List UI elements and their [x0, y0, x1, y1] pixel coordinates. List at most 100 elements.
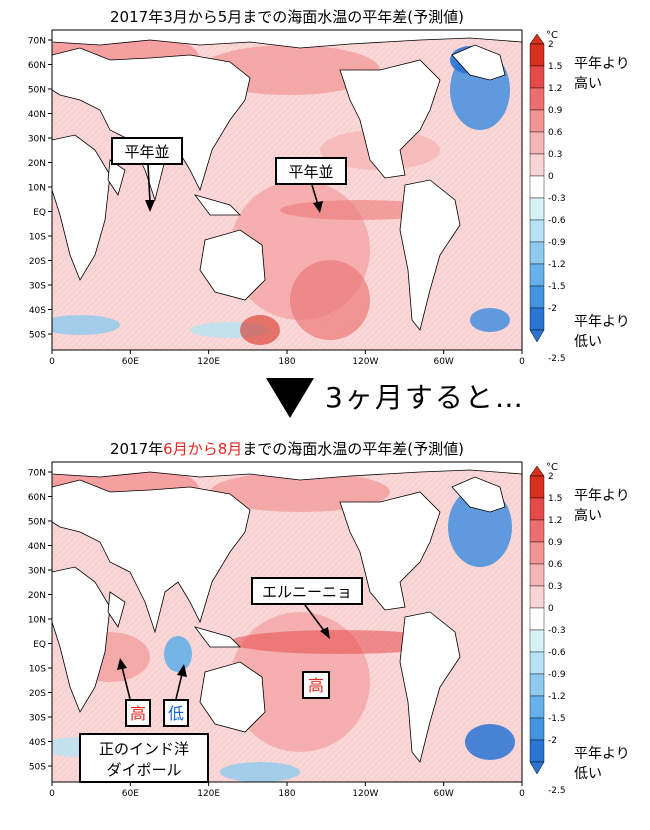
legend-swatch	[529, 673, 545, 697]
lon-tick-label: 120E	[197, 789, 220, 799]
bottom-lat-axis: 70N 60N 50N 40N 30N 20N 10N EQ 10S 20S 30S 40S 50S	[28, 469, 52, 773]
legend-swatch	[529, 651, 545, 675]
bottom-legend: °C2 1.5 1.2 0.9 0.6 0.3 0 -0.3 -0.6 -0.9 -1.2 -1.5 -…	[529, 462, 630, 796]
legend-unit: °C	[546, 462, 558, 473]
bottom-sst-field	[52, 462, 522, 782]
legend-tick-label: -1.5	[548, 714, 566, 724]
lat-tick-label: 40N	[28, 110, 46, 120]
legend-swatch	[529, 585, 545, 609]
lon-tick-label: 180	[278, 357, 295, 367]
top-annot-normal-b: 平年並	[275, 157, 347, 213]
transition-row: 3ヶ月すると…	[0, 372, 650, 422]
svg-text:エルニーニョ: エルニーニョ	[262, 583, 352, 601]
legend-tick-label: -0.6	[548, 216, 566, 226]
legend-tick-label: 0	[548, 604, 554, 614]
legend-high-label-1: 平年より	[574, 488, 630, 504]
lon-tick-label: 0	[49, 789, 55, 799]
lat-tick-label: 70N	[28, 469, 46, 479]
lat-tick-label: 40S	[29, 306, 46, 316]
lat-tick-label: 10S	[29, 665, 46, 675]
legend-tick-label: -1.2	[548, 260, 566, 270]
bottom-map-figure: 70N 60N 50N 40N 30N 20N 10N EQ 10S 20S 30S 40S 50S 0…	[28, 461, 630, 799]
legend-high-label-2: 高い	[574, 75, 602, 92]
legend-swatch	[529, 263, 545, 287]
svg-text:平年並: 平年並	[124, 143, 169, 161]
lon-tick-label: 60W	[433, 357, 453, 367]
down-arrow-icon	[266, 378, 314, 418]
lat-tick-label: 10N	[28, 616, 46, 626]
svg-text:平年並: 平年並	[288, 163, 333, 181]
legend-swatch	[529, 541, 545, 565]
bottom-annot-elnino: エルニーニョ	[251, 577, 363, 639]
legend-swatch	[529, 285, 545, 309]
legend-high-label-1: 平年より	[574, 56, 630, 72]
top-sst-field	[52, 30, 522, 350]
lat-tick-label: 40N	[28, 542, 46, 552]
legend-tick-label: 1.2	[548, 516, 562, 526]
bottom-annot-iod: 正のインド洋 ダイポール	[79, 733, 209, 783]
legend-tick-label: -2.5	[548, 354, 566, 364]
legend-swatch	[529, 519, 545, 543]
legend-swatch	[529, 109, 545, 133]
legend-swatch	[529, 717, 545, 741]
legend-tick-label: -0.6	[548, 648, 566, 658]
lon-tick-label: 120W	[352, 789, 378, 799]
legend-cap-top	[529, 465, 545, 477]
legend-tick-label: -1.2	[548, 692, 566, 702]
legend-tick-label: -2	[548, 304, 557, 314]
bottom-landmasses	[52, 462, 522, 763]
legend-swatch	[529, 153, 545, 177]
bottom-annot-high-b: 高	[302, 671, 330, 699]
legend-low-label-2: 低い	[574, 334, 602, 350]
transition-text: 3ヶ月すると…	[325, 381, 525, 414]
lon-tick-label: 0	[519, 789, 525, 799]
legend-cap-bottom	[529, 761, 545, 775]
top-panel-title: 2017年3月から5月までの海面水温の平年差(予測値)	[110, 8, 464, 26]
legend-tick-label: -0.9	[548, 238, 566, 248]
lat-tick-label: 30S	[29, 282, 46, 292]
lat-tick-label: 50N	[28, 86, 46, 96]
legend-swatch	[529, 175, 545, 199]
lat-tick-label: 10N	[28, 184, 46, 194]
bottom-panel: 2017年6月から8月までの海面水温の平年差(予測値)	[0, 432, 650, 830]
legend-low-label-2: 低い	[574, 766, 602, 782]
legend-tick-label: 0	[548, 172, 554, 182]
legend-swatch	[529, 241, 545, 265]
top-annot-normal-a: 平年並	[111, 137, 183, 212]
legend-low-label-1: 平年より	[574, 314, 630, 330]
lon-tick-label: 120E	[197, 357, 220, 367]
lon-tick-label: 60E	[122, 357, 139, 367]
lon-tick-label: 0	[49, 357, 55, 367]
legend-swatch	[529, 197, 545, 221]
legend-tick-label: 2	[548, 472, 554, 482]
svg-text:高: 高	[308, 676, 324, 695]
lat-tick-label: 20S	[29, 257, 46, 267]
top-lat-axis: 70N 60N 50N 40N 30N 20N 10N EQ 10S 20S 30S 40S 50S	[28, 37, 52, 341]
legend-tick-label: 0.3	[548, 582, 562, 592]
legend-tick-label: -0.3	[548, 626, 566, 636]
lon-tick-label: 60E	[122, 789, 139, 799]
legend-tick-label: 1.5	[548, 494, 562, 504]
lon-tick-label: 0	[519, 357, 525, 367]
legend-tick-label: -0.3	[548, 194, 566, 204]
lat-tick-label: 60N	[28, 61, 46, 71]
lat-tick-label: 20N	[28, 159, 46, 169]
legend-swatch	[529, 131, 545, 155]
lat-tick-label: 30N	[28, 135, 46, 145]
top-panel: 2017年3月から5月までの海面水温の平年差(予測値)	[0, 0, 650, 372]
legend-tick-label: -0.9	[548, 670, 566, 680]
top-lon-axis: 0 60E 120E 180 120W 60W 0	[49, 350, 525, 367]
legend-tick-label: 1.2	[548, 84, 562, 94]
legend-tick-label: 0.9	[548, 106, 563, 116]
lat-tick-label: 10S	[29, 233, 46, 243]
legend-swatch	[529, 307, 545, 331]
lon-tick-label: 180	[278, 789, 295, 799]
svg-text:正のインド洋: 正のインド洋	[99, 740, 189, 758]
lat-tick-label: 30S	[29, 714, 46, 724]
lon-tick-label: 120W	[352, 357, 378, 367]
legend-tick-label: 0.3	[548, 150, 562, 160]
bottom-annot-low: 低	[163, 664, 189, 727]
legend-swatch	[529, 629, 545, 653]
legend-swatch	[529, 219, 545, 243]
legend-tick-label: 1.5	[548, 62, 562, 72]
